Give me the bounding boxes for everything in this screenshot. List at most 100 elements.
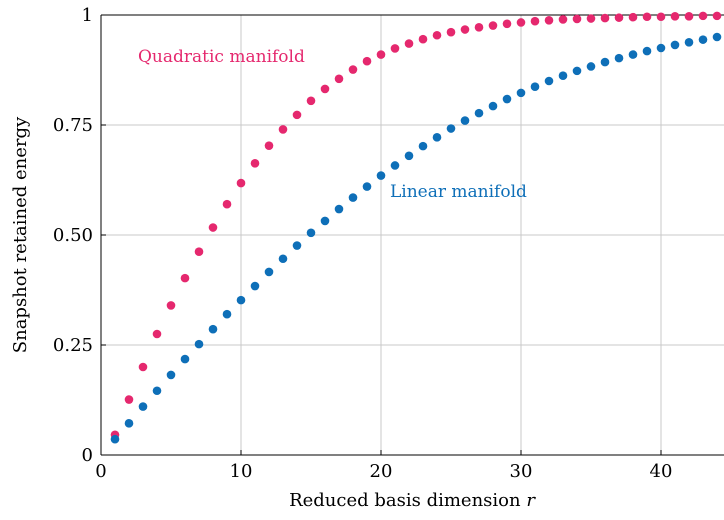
data-point xyxy=(474,108,484,118)
data-point xyxy=(222,199,232,209)
y-tick-label: 0.50 xyxy=(53,225,93,246)
data-point xyxy=(376,50,386,59)
data-point xyxy=(404,39,414,48)
data-point xyxy=(250,158,260,168)
data-point xyxy=(446,27,456,37)
data-point xyxy=(712,11,722,21)
x-axis-label-var: r xyxy=(526,490,536,511)
data-point xyxy=(264,141,274,150)
data-point xyxy=(292,110,302,120)
data-point xyxy=(292,241,302,250)
data-point xyxy=(586,14,596,23)
data-point xyxy=(656,12,666,22)
data-point xyxy=(250,281,260,291)
x-tick-label: 10 xyxy=(230,461,253,482)
data-point xyxy=(362,56,372,66)
data-point xyxy=(460,25,470,34)
data-point xyxy=(544,76,554,86)
data-point xyxy=(628,12,638,22)
x-axis-label: Reduced basis dimension r xyxy=(289,490,536,511)
y-tick-label: 0 xyxy=(82,445,93,466)
data-point xyxy=(166,370,176,380)
data-point xyxy=(474,23,484,32)
data-point xyxy=(488,21,498,30)
data-point xyxy=(194,247,204,257)
data-point xyxy=(628,50,638,59)
grid xyxy=(101,14,724,455)
data-point xyxy=(278,125,288,134)
data-point xyxy=(558,71,568,81)
data-point xyxy=(572,14,582,24)
data-point xyxy=(208,324,218,334)
data-point xyxy=(208,223,218,232)
data-point xyxy=(390,161,400,170)
data-point xyxy=(516,18,526,27)
data-point xyxy=(138,402,148,411)
data-point xyxy=(502,94,512,104)
data-point xyxy=(712,32,722,42)
data-point xyxy=(572,66,582,76)
data-point xyxy=(278,254,288,264)
y-tick-label: 0.25 xyxy=(53,335,93,356)
data-point xyxy=(502,19,512,29)
data-point xyxy=(684,37,694,47)
series-label-quadratic: Quadratic manifold xyxy=(138,47,305,67)
tick-labels: 0 10 20 30 40 0 0.25 0.50 0.75 1 xyxy=(53,5,673,482)
data-point xyxy=(222,309,232,319)
data-point xyxy=(530,16,540,26)
series-quadratic-manifold xyxy=(110,11,722,440)
data-point xyxy=(516,88,526,98)
data-point xyxy=(642,12,652,22)
x-tick-label: 40 xyxy=(650,461,673,482)
data-point xyxy=(390,44,400,53)
data-point xyxy=(110,434,120,444)
data-point xyxy=(124,419,134,428)
data-point xyxy=(236,295,246,305)
data-point xyxy=(152,329,162,339)
data-point xyxy=(264,267,274,277)
data-point xyxy=(236,178,246,188)
data-point xyxy=(306,96,316,106)
data-point xyxy=(404,151,414,161)
data-point xyxy=(180,273,190,283)
y-tick-label: 1 xyxy=(82,5,93,26)
data-point xyxy=(684,12,694,21)
data-point xyxy=(348,65,358,74)
data-point xyxy=(138,362,148,372)
y-axis-label: Snapshot retained energy xyxy=(10,116,31,353)
data-point xyxy=(320,216,330,226)
data-point xyxy=(166,301,176,310)
data-point xyxy=(586,62,596,71)
series-linear-manifold xyxy=(110,32,722,444)
data-point xyxy=(152,386,162,396)
data-point xyxy=(670,12,680,21)
data-point xyxy=(348,193,358,202)
data-point xyxy=(306,228,316,238)
data-point xyxy=(600,13,610,23)
x-tick-label: 20 xyxy=(370,461,393,482)
data-point xyxy=(376,171,386,180)
data-point xyxy=(124,395,134,404)
data-point xyxy=(334,204,344,214)
data-point xyxy=(544,15,554,25)
data-point xyxy=(194,339,204,349)
data-point xyxy=(558,15,568,24)
data-point xyxy=(642,46,652,56)
x-axis-label-text: Reduced basis dimension xyxy=(289,490,521,511)
data-point xyxy=(698,11,708,21)
data-point xyxy=(698,35,708,44)
data-point xyxy=(180,354,190,364)
data-point xyxy=(614,13,624,22)
data-point xyxy=(320,84,330,94)
data-point xyxy=(432,133,442,142)
data-point xyxy=(432,30,442,40)
data-point xyxy=(530,82,540,92)
data-point xyxy=(670,40,680,50)
series-label-linear: Linear manifold xyxy=(390,182,527,202)
data-point xyxy=(656,43,666,53)
x-tick-label: 0 xyxy=(95,461,106,482)
data-point xyxy=(446,124,456,133)
x-tick-label: 30 xyxy=(510,461,533,482)
y-tick-label: 0.75 xyxy=(53,115,93,136)
